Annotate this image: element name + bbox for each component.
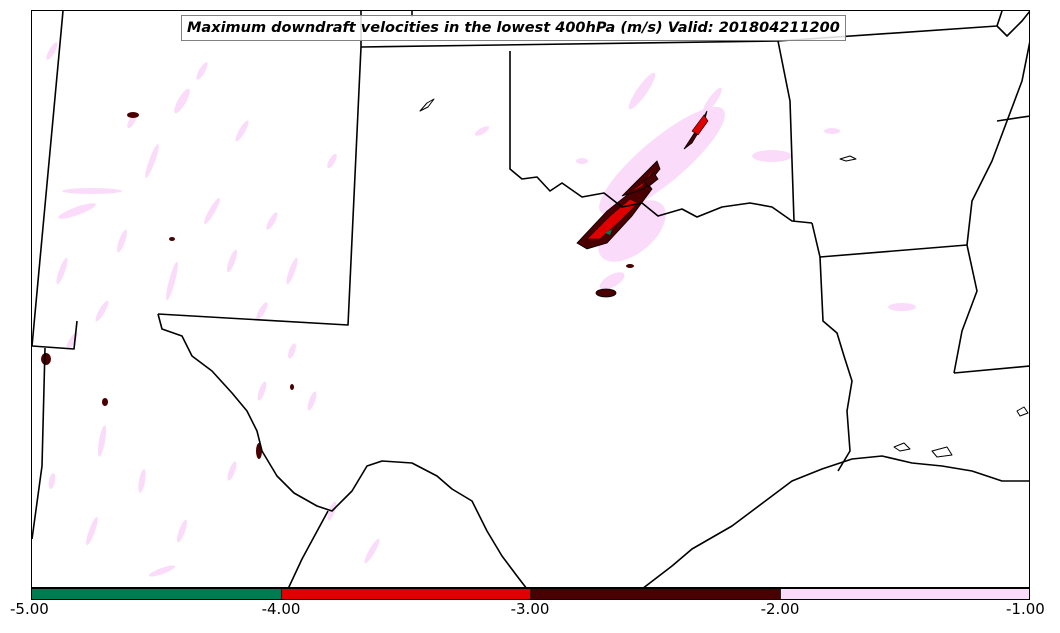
core-dark-red-north (621, 160, 661, 197)
core-green (605, 229, 612, 235)
border-ms-al (996, 115, 1029, 122)
island-1 (893, 442, 911, 452)
border-rio-grande (157, 313, 527, 587)
colorbar-tick-label: -2.00 (760, 600, 800, 618)
colorbar-tick-label: -5.00 (10, 600, 49, 618)
core-west-2 (102, 398, 108, 406)
core-nw-2 (169, 237, 175, 241)
boundary-layer (32, 11, 1029, 587)
lake-3 (1016, 406, 1029, 417)
core-west-1 (41, 353, 51, 365)
colorbar-segment-2 (280, 589, 530, 599)
border-red-river (509, 51, 813, 224)
colorbar-segment-1 (32, 589, 281, 599)
map-title-box: Maximum downdraft velocities in the lowe… (181, 15, 846, 41)
colorbar-segment-3 (530, 589, 780, 599)
map-canvas (32, 11, 1029, 587)
core-nw (127, 112, 139, 118)
border-ok-east (777, 40, 795, 222)
colorbar-tick-label: -1.00 (1006, 600, 1045, 618)
border-nm-az (32, 347, 46, 540)
colorbar-tick-label: -4.00 (261, 600, 301, 618)
border-nm-south (32, 320, 78, 350)
border-sabine (819, 256, 853, 472)
island-2 (931, 446, 953, 458)
colorbar-segment-4 (779, 589, 1029, 599)
border-ok (360, 40, 779, 48)
speckle-layer (46, 42, 916, 577)
border-la-south (953, 365, 1029, 374)
lake-1 (419, 98, 435, 112)
colorbar-tick-label: -3.00 (510, 600, 550, 618)
colorbar (31, 588, 1030, 600)
border-ne-corner (996, 11, 1029, 37)
border-nm-tx (157, 11, 362, 326)
core-sw-2 (290, 384, 294, 390)
border-ark-la (811, 222, 968, 258)
border-west (32, 11, 64, 347)
map-panel (31, 10, 1030, 588)
lake-2 (839, 155, 857, 162)
core-ok-small (626, 264, 634, 268)
core-layer (41, 110, 709, 459)
border-gulf-coast (643, 455, 1029, 587)
core-red-ne (691, 114, 709, 136)
border-mississippi (953, 41, 1029, 374)
core-dark-red-east (643, 172, 659, 188)
core-south (595, 288, 617, 298)
border-mexico-interior (288, 510, 329, 587)
map-title: Maximum downdraft velocities in the lowe… (187, 20, 840, 36)
